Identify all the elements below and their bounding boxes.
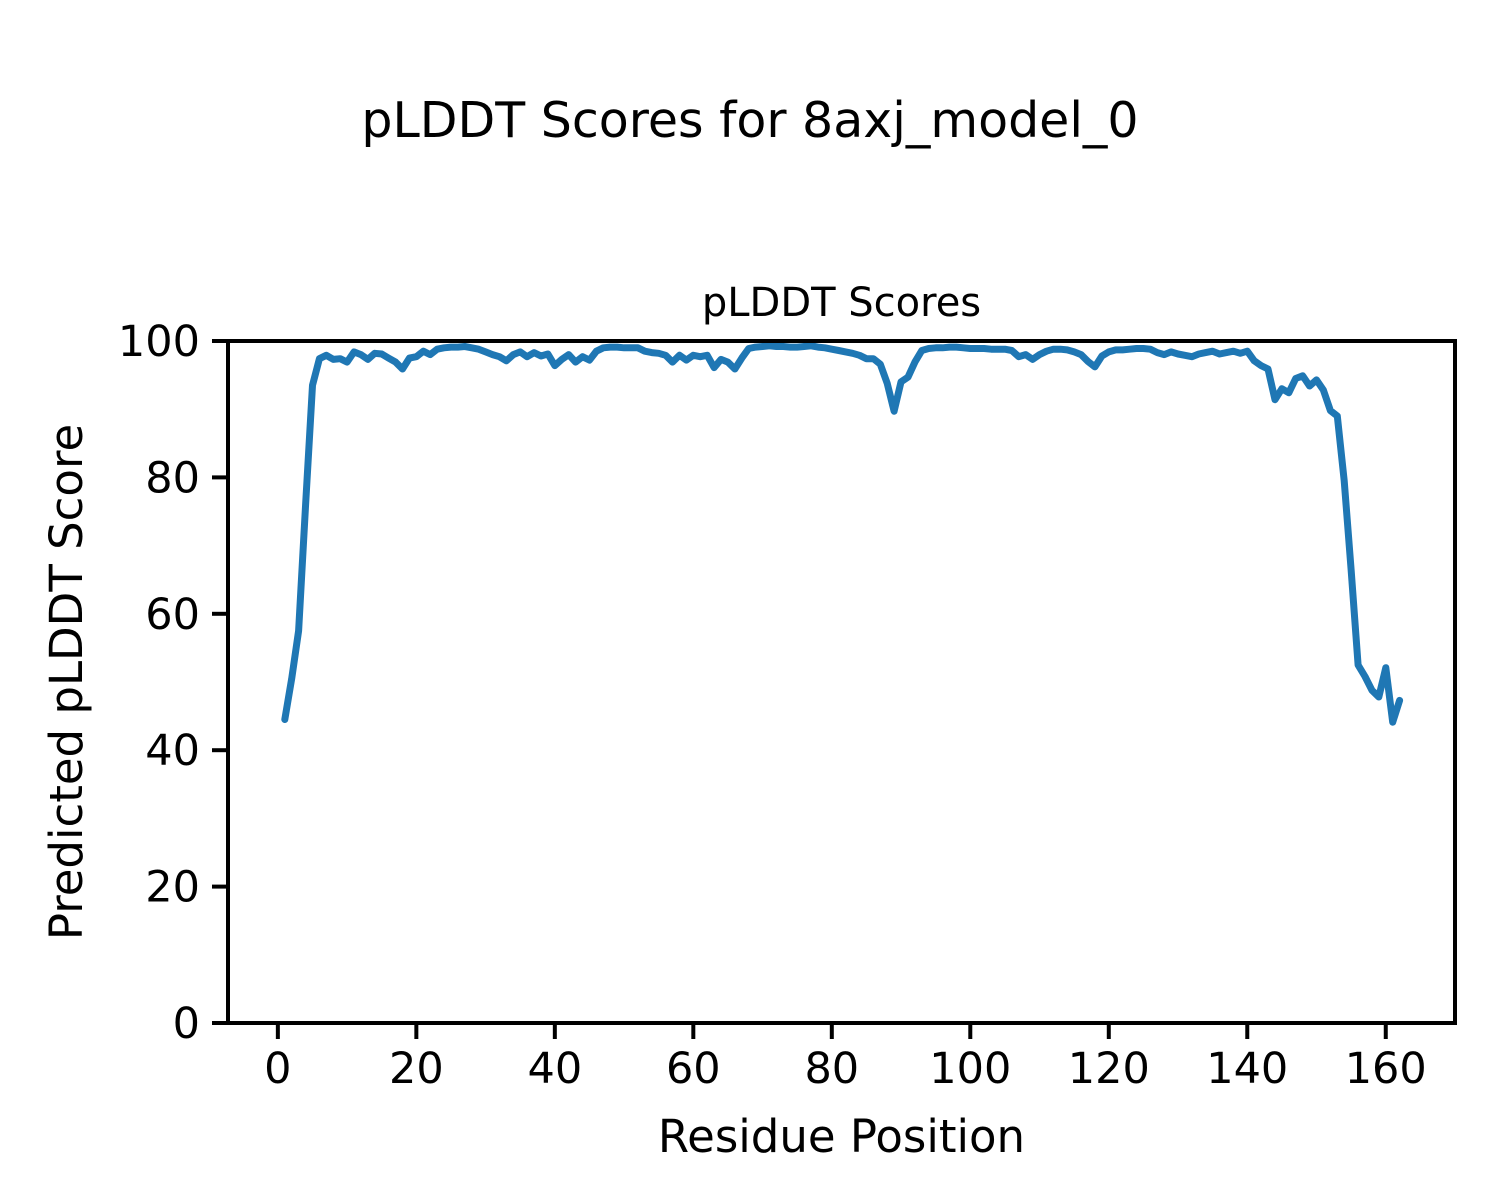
- y-tick-label: 20: [145, 863, 200, 913]
- y-tick-label: 80: [145, 453, 200, 503]
- x-tick-label: 0: [264, 1044, 291, 1094]
- x-tick-label: 160: [1345, 1044, 1427, 1094]
- x-axis-label: Residue Position: [658, 1110, 1025, 1163]
- x-tick-label: 60: [666, 1044, 721, 1094]
- y-tick-label: 0: [173, 999, 200, 1049]
- y-tick-label: 40: [145, 726, 200, 776]
- x-tick-label: 20: [389, 1044, 444, 1094]
- figure-title: pLDDT Scores for 8axj_model_0: [361, 92, 1139, 149]
- x-tick-label: 120: [1068, 1044, 1150, 1094]
- x-tick-label: 100: [929, 1044, 1011, 1094]
- y-tick-label: 60: [145, 590, 200, 640]
- axes-title: pLDDT Scores: [702, 280, 981, 326]
- x-tick-label: 140: [1206, 1044, 1288, 1094]
- plddt-line: [281, 342, 1404, 726]
- y-tick-label: 100: [118, 317, 200, 367]
- x-tick-label: 80: [804, 1044, 859, 1094]
- x-tick-label: 40: [527, 1044, 582, 1094]
- y-axis-label: Predicted pLDDT Score: [40, 424, 93, 940]
- axes-box: [226, 339, 1457, 1025]
